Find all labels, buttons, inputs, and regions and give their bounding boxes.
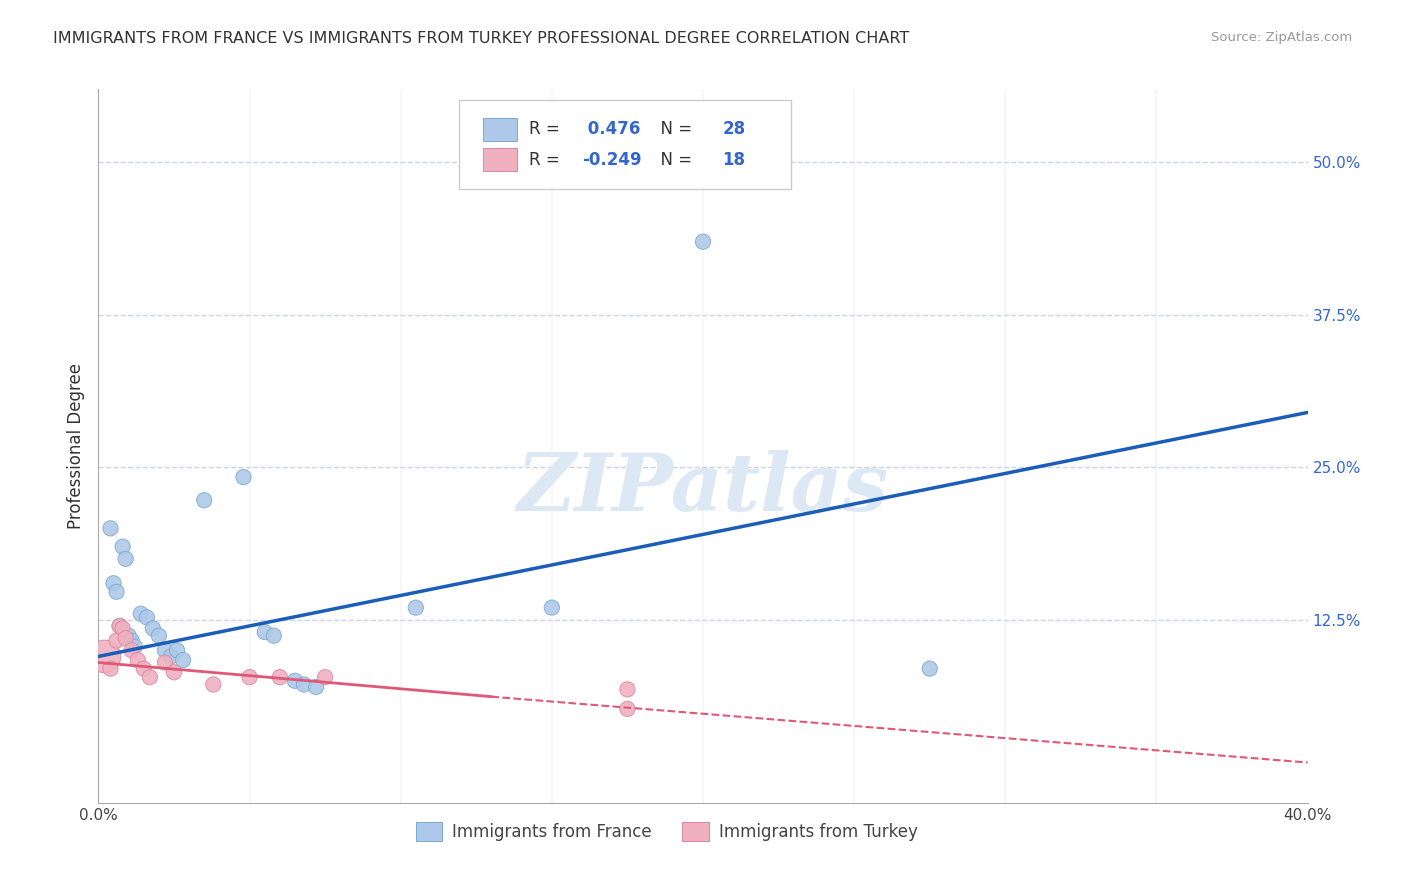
Point [305, 680, 328, 694]
Text: R =: R = [529, 151, 565, 169]
Point [540, 600, 562, 615]
Point [918, 662, 941, 676]
Point [153, 656, 176, 670]
Text: N =: N = [650, 151, 697, 169]
Y-axis label: Professional Degree: Professional Degree [66, 363, 84, 529]
Point [135, 610, 157, 624]
Point [202, 677, 225, 691]
Point [284, 673, 307, 688]
FancyBboxPatch shape [482, 118, 517, 141]
Point [124, 640, 146, 654]
Point [103, 576, 125, 591]
Text: 28: 28 [723, 120, 745, 138]
Point [263, 629, 285, 643]
Point [692, 235, 714, 249]
Point [127, 653, 149, 667]
Point [193, 493, 215, 508]
Text: IMMIGRANTS FROM FRANCE VS IMMIGRANTS FROM TURKEY PROFESSIONAL DEGREE CORRELATION: IMMIGRANTS FROM FRANCE VS IMMIGRANTS FRO… [53, 31, 910, 46]
Point [114, 551, 136, 566]
Point [163, 665, 186, 680]
Point [166, 643, 188, 657]
Point [232, 470, 254, 484]
Text: ZIPatlas: ZIPatlas [517, 450, 889, 527]
Point [148, 629, 170, 643]
Point [118, 629, 141, 643]
Point [100, 662, 122, 676]
Point [111, 621, 134, 635]
Text: N =: N = [650, 120, 697, 138]
Text: Source: ZipAtlas.com: Source: ZipAtlas.com [1212, 31, 1353, 45]
Point [142, 621, 165, 635]
Point [100, 521, 122, 535]
Text: 18: 18 [723, 151, 745, 169]
Point [111, 540, 134, 554]
FancyBboxPatch shape [482, 148, 517, 171]
Point [93, 649, 115, 664]
Point [292, 677, 315, 691]
Point [405, 600, 427, 615]
Point [114, 631, 136, 645]
Point [153, 643, 176, 657]
Point [616, 682, 638, 697]
Legend: Immigrants from France, Immigrants from Turkey: Immigrants from France, Immigrants from … [409, 815, 924, 848]
Text: 0.476: 0.476 [582, 120, 641, 138]
Point [121, 633, 143, 648]
Point [129, 607, 152, 621]
Point [108, 619, 131, 633]
Point [160, 649, 183, 664]
Point [239, 670, 262, 684]
Point [121, 643, 143, 657]
Point [314, 670, 336, 684]
Point [105, 633, 128, 648]
FancyBboxPatch shape [458, 100, 792, 189]
Point [139, 670, 162, 684]
Point [616, 702, 638, 716]
Point [253, 625, 276, 640]
Point [105, 584, 128, 599]
Point [108, 619, 131, 633]
Text: -0.249: -0.249 [582, 151, 641, 169]
Text: R =: R = [529, 120, 565, 138]
Point [269, 670, 291, 684]
Point [132, 662, 155, 676]
Point [172, 653, 194, 667]
